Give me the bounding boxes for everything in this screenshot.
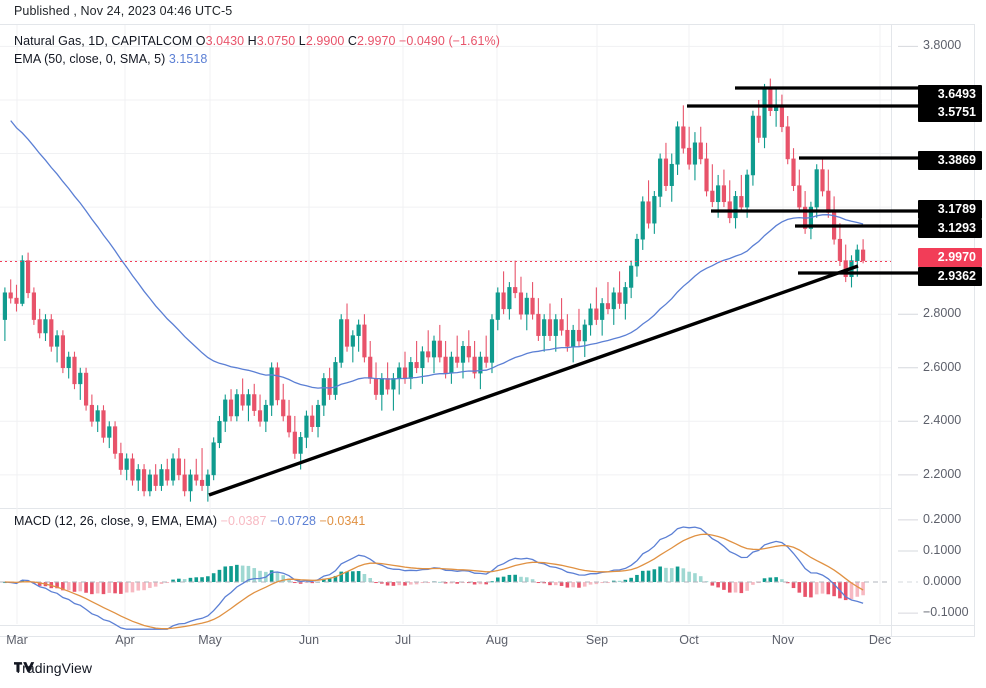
ohlc-open-label: O — [195, 34, 206, 48]
time-tick-Aug: Aug — [485, 633, 509, 647]
tradingview-logo-icon — [14, 662, 35, 672]
ohlc-high-value: 3.0750 — [256, 34, 296, 48]
candlestick-series — [2, 78, 866, 502]
price-tick-2.6000: 2.6000 — [923, 359, 962, 374]
time-tick-Jul: Jul — [395, 633, 411, 647]
current-price-2-9970[interactable]: 2.9970 — [918, 248, 982, 267]
time-tick-Apr: Apr — [115, 633, 135, 647]
macd-tick-0.1000: 0.1000 — [923, 542, 962, 557]
ascending-trendline[interactable] — [208, 264, 859, 497]
level-3-1789[interactable]: 3.1789 — [918, 200, 982, 219]
ema-legend[interactable]: EMA (50, close, 0, SMA, 5) 3.1518 — [14, 51, 207, 68]
time-tick-Dec: Dec — [868, 633, 892, 647]
ohlc-low-label: L — [298, 34, 306, 48]
ema-50-line — [10, 120, 864, 389]
macd-tick-0.0000: 0.0000 — [923, 574, 962, 589]
ohlc-change-value: −0.0490 (−1.61%) — [399, 34, 500, 48]
level-3-3869[interactable]: 3.3869 — [918, 151, 982, 170]
ohlc-high-label: H — [247, 34, 257, 48]
time-tick-May: May — [198, 633, 222, 647]
ohlc-low-value: 2.9900 — [305, 34, 345, 48]
time-tick-Sep: Sep — [585, 633, 609, 647]
time-axis-separator — [0, 625, 975, 626]
price-tick-3.8000: 3.8000 — [923, 38, 962, 53]
tradingview-branding: TradingView — [14, 660, 92, 676]
tradingview-wordmark: TradingView — [14, 660, 93, 676]
time-tick-Nov: Nov — [771, 633, 795, 647]
macd-signal-line — [4, 533, 864, 630]
grid-lines — [0, 25, 891, 624]
macd-tick-0.2000: 0.2000 — [923, 511, 962, 526]
price-tick-2.4000: 2.4000 — [923, 413, 962, 428]
macd-hist-value: −0.0387 — [220, 514, 267, 528]
symbol-name: Natural Gas, 1D, CAPITALCOM — [14, 34, 193, 48]
level-3-6493[interactable]: 3.6493 — [918, 85, 982, 104]
chart-frame — [0, 24, 975, 637]
ohlc-close-label: C — [347, 34, 357, 48]
published-timestamp: Published , Nov 24, 2023 04:46 UTC-5 — [14, 4, 233, 18]
pane-separator — [0, 508, 891, 509]
ohlc-open-value: 3.0430 — [205, 34, 245, 48]
ema-value: 3.1518 — [168, 52, 208, 66]
price-tick-2.2000: 2.2000 — [923, 466, 962, 481]
macd-signal-value: −0.0341 — [319, 514, 366, 528]
time-tick-Oct: Oct — [679, 633, 699, 647]
level-2-9362[interactable]: 2.9362 — [918, 267, 982, 286]
time-tick-Jun: Jun — [298, 633, 320, 647]
macd-line — [4, 526, 864, 630]
macd-line-value: −0.0728 — [270, 514, 316, 528]
level-3-1293[interactable]: 3.1293 — [918, 219, 982, 238]
symbol-legend[interactable]: Natural Gas, 1D, CAPITALCOM O3.0430 H3.0… — [14, 33, 500, 50]
macd-tick-−0.1000: −0.1000 — [923, 605, 969, 620]
price-scale-separator — [891, 24, 892, 637]
macd-legend[interactable]: MACD (12, 26, close, 9, EMA, EMA) −0.038… — [14, 513, 365, 530]
level-3-5751[interactable]: 3.5751 — [918, 103, 982, 122]
ema-title: EMA (50, close, 0, SMA, 5) — [14, 52, 166, 66]
ohlc-close-value: 2.9970 — [356, 34, 396, 48]
time-tick-Mar: Mar — [6, 633, 28, 647]
macd-title: MACD (12, 26, close, 9, EMA, EMA) — [14, 514, 218, 528]
price-tick-2.8000: 2.8000 — [923, 306, 962, 321]
